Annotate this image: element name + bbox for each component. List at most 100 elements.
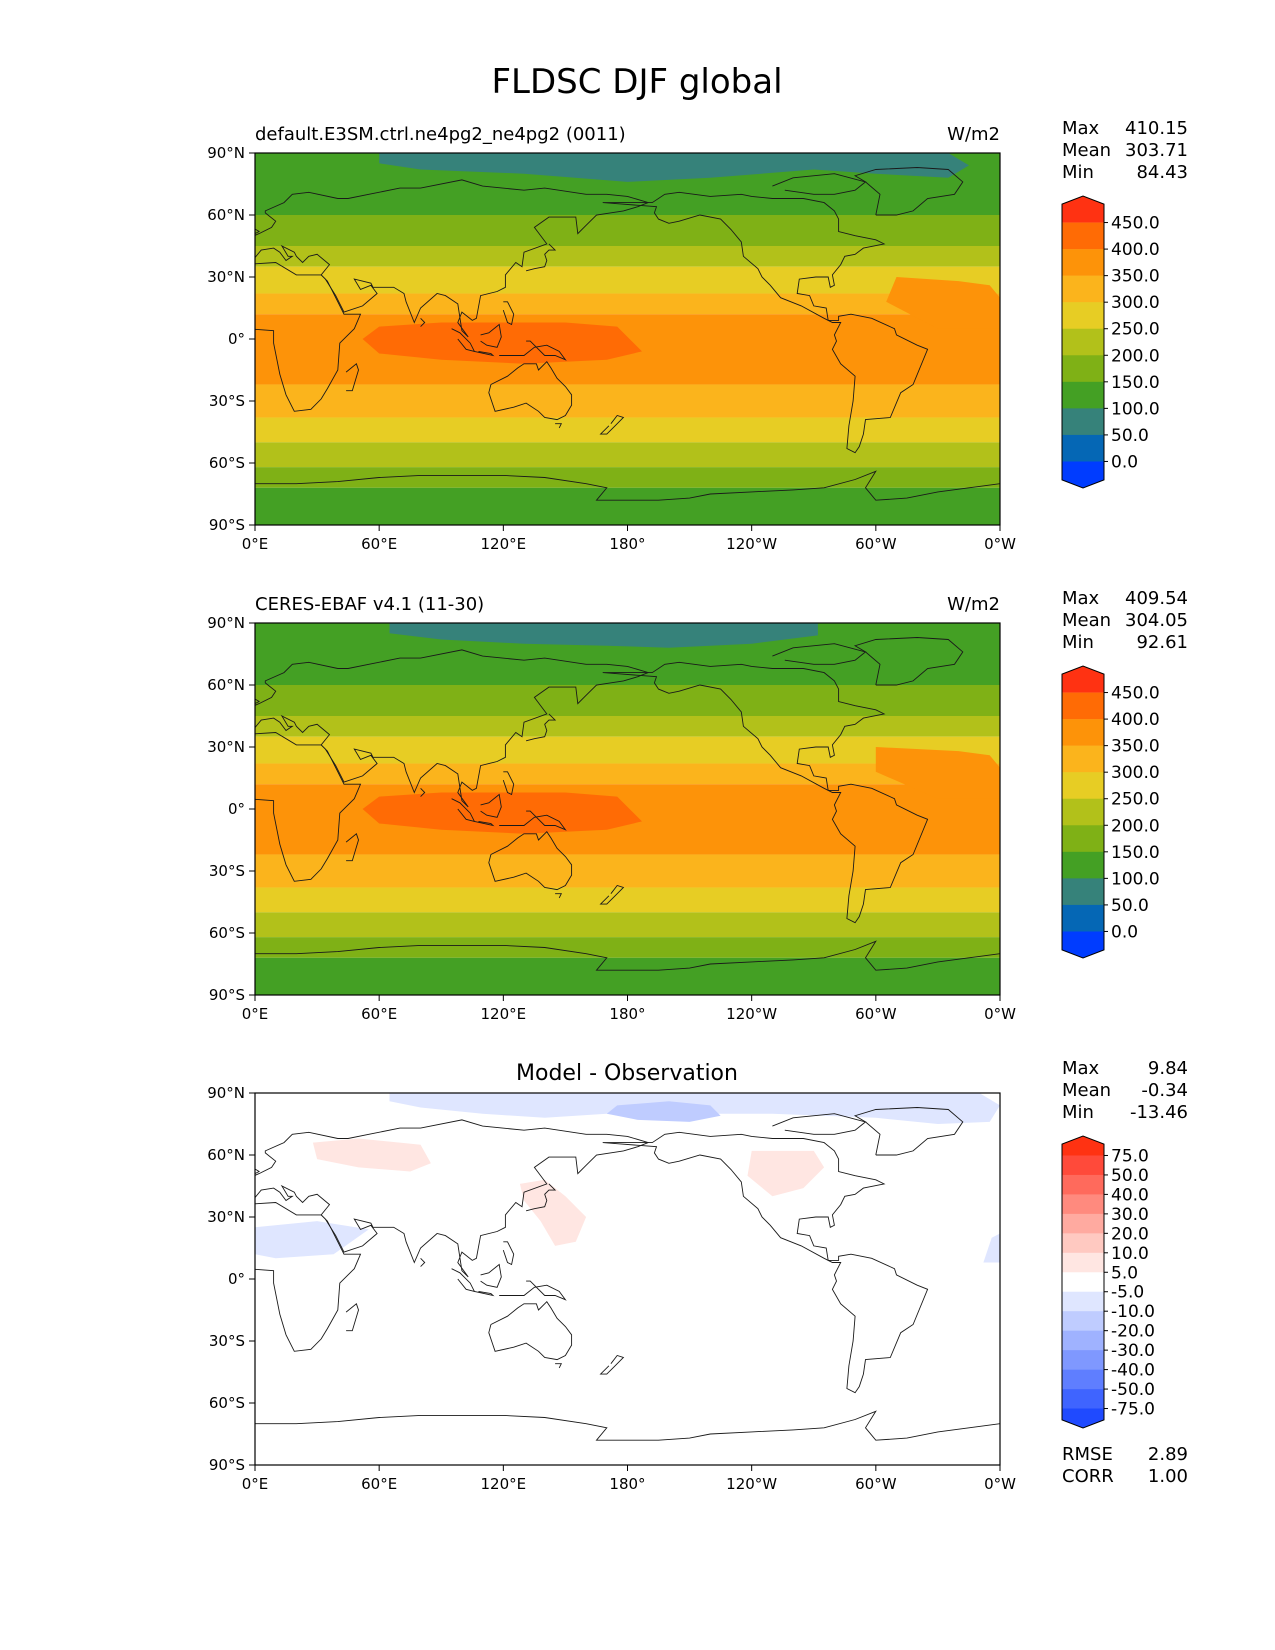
colorbar-swatch — [1062, 772, 1104, 800]
colorbar-label: 300.0 — [1111, 293, 1160, 313]
contour-patch — [886, 277, 1000, 329]
contour-band — [255, 854, 1000, 888]
colorbar-swatch — [1062, 434, 1104, 462]
coastline — [480, 323, 502, 348]
panel-diff: Model - Observation Max Mean Min 9.84 -0… — [207, 1058, 1188, 1493]
coastline — [502, 771, 515, 796]
coastline — [602, 191, 929, 454]
coastline — [255, 1410, 1000, 1441]
lon-tick-label: 120°E — [481, 1005, 527, 1023]
coastline — [255, 940, 1000, 971]
coastline — [602, 661, 929, 924]
colorbar-outline — [1061, 665, 1105, 959]
contour-band — [255, 215, 1000, 246]
lat-tick-label: 90°N — [207, 614, 245, 632]
lat-tick-label: 90°N — [207, 144, 245, 162]
contour-band — [255, 487, 1000, 525]
corr-label: CORR — [1062, 1466, 1114, 1487]
coastline — [255, 732, 362, 882]
colorbar-swatch — [1062, 878, 1104, 906]
coastline — [525, 243, 557, 272]
colorbar-diff: 75.050.040.030.020.010.05.0-5.0-10.0-20.… — [1061, 1135, 1155, 1429]
lon-tick-label: 60°E — [361, 1005, 397, 1023]
lon-tick-label: 0°E — [242, 1475, 269, 1493]
stat-min-value: -13.46 — [1130, 1102, 1188, 1123]
stat-min-label: Min — [1062, 1102, 1094, 1123]
panel-obs-stats: Max Mean Min 409.54 304.05 92.61 — [1062, 588, 1188, 653]
lon-tick-label: 120°W — [726, 535, 777, 553]
colorbar-label: 100.0 — [1111, 869, 1160, 889]
lat-tick-label: 30°S — [209, 862, 245, 880]
contour-band — [255, 887, 1000, 913]
lon-tick-label: 120°W — [726, 1005, 777, 1023]
lat-tick-label: 90°S — [209, 1456, 245, 1474]
contour-patch — [379, 153, 969, 182]
stat-max-label: Max — [1062, 118, 1100, 139]
colorbar-label: 75.0 — [1111, 1146, 1149, 1166]
colorbar-swatch — [1062, 666, 1104, 693]
contour-patch — [389, 623, 818, 648]
coastline — [451, 328, 476, 353]
coastline — [555, 1363, 563, 1369]
lon-tick-label: 180° — [609, 535, 645, 553]
colorbar-label: -20.0 — [1111, 1322, 1155, 1342]
lon-tick-label: 0°E — [242, 535, 269, 553]
coastline — [599, 884, 625, 905]
stat-max-value: 9.84 — [1148, 1058, 1188, 1079]
coastline — [488, 360, 573, 421]
coastline — [255, 1168, 261, 1175]
stat-min-value: 92.61 — [1136, 632, 1188, 653]
contour-band — [255, 467, 1000, 488]
contour-band — [255, 266, 1000, 294]
panel-model: default.E3SM.ctrl.ne4pg2_ne4pg2 (0011) W… — [207, 118, 1188, 553]
colorbar-label: -40.0 — [1111, 1361, 1155, 1381]
lon-tick-label: 0°W — [984, 535, 1016, 553]
stat-mean-value: 304.05 — [1125, 610, 1188, 631]
colorbar-swatch — [1062, 1369, 1104, 1390]
coastline — [499, 340, 567, 361]
panel-obs-units: W/m2 — [947, 594, 1000, 615]
colorbar-label: 50.0 — [1111, 896, 1149, 916]
coastline — [474, 350, 495, 357]
panel-diff-center-title: Model - Observation — [516, 1061, 738, 1086]
colorbar-label: 10.0 — [1111, 1244, 1149, 1264]
rmse-value: 2.89 — [1148, 1444, 1188, 1465]
rmse-label: RMSE — [1062, 1444, 1113, 1465]
lat-tick-label: 30°N — [207, 738, 245, 756]
stat-min-label: Min — [1062, 632, 1094, 653]
colorbar-swatch — [1062, 408, 1104, 436]
stat-mean-label: Mean — [1062, 610, 1111, 631]
lon-tick-label: 60°E — [361, 535, 397, 553]
panel-obs-title: CERES-EBAF v4.1 (11-30) — [255, 594, 484, 615]
colorbar-label: 0.0 — [1111, 452, 1138, 472]
colorbar-label: 5.0 — [1111, 1263, 1138, 1283]
colorbar-swatch — [1062, 1272, 1104, 1293]
lon-tick-label: 180° — [609, 1005, 645, 1023]
coastline — [772, 643, 867, 665]
lat-tick-label: 30°N — [207, 1208, 245, 1226]
lon-tick-label: 0°W — [984, 1475, 1016, 1493]
lon-tick-label: 0°W — [984, 1005, 1016, 1023]
colorbar-label: 30.0 — [1111, 1205, 1149, 1225]
colorbar-swatch — [1062, 196, 1104, 223]
contour-band — [255, 685, 1000, 716]
colorbar-swatch — [1062, 931, 1104, 958]
lon-tick-label: 60°W — [855, 1005, 897, 1023]
contour-band — [255, 716, 1000, 737]
coastline — [602, 1131, 929, 1394]
coastline — [255, 262, 362, 412]
contour-band — [255, 957, 1000, 995]
stat-mean-label: Mean — [1062, 140, 1111, 161]
colorbar-swatch — [1062, 1350, 1104, 1370]
stat-mean-value: 303.71 — [1125, 140, 1188, 161]
colorbar-label: 350.0 — [1111, 737, 1160, 757]
coastline — [420, 1257, 426, 1267]
contour-patch — [362, 322, 642, 364]
lon-tick-label: 120°W — [726, 1475, 777, 1493]
colorbar-swatch — [1062, 381, 1104, 409]
coastline — [525, 713, 557, 742]
colorbar-swatch — [1062, 1389, 1104, 1409]
colorbar-swatch — [1062, 222, 1104, 250]
coastline — [345, 833, 359, 862]
contour-band — [255, 763, 1000, 785]
